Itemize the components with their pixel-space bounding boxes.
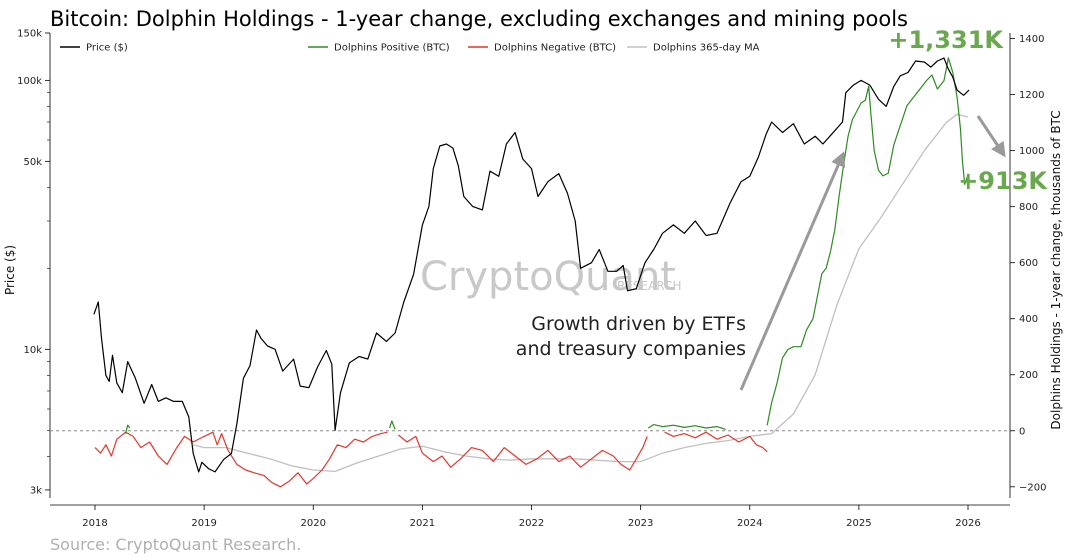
right-axis-label: Dolphins Holdings - 1-year change, thous… bbox=[1049, 110, 1063, 429]
right-tick-label: 1400 bbox=[1019, 34, 1044, 45]
decline-arrow bbox=[976, 115, 1006, 158]
right-axis-ticks: −200 0 200 400 600 800 1000 1200 1400 bbox=[1010, 34, 1046, 493]
left-tick-label: 150k bbox=[17, 29, 42, 40]
right-tick-label: 1000 bbox=[1019, 146, 1044, 157]
legend-label: Dolphins Negative (BTC) bbox=[494, 43, 616, 54]
x-tick-label: 2026 bbox=[955, 518, 980, 529]
series-dolphins-negative-btc-2018 bbox=[94, 431, 388, 488]
x-tick-label: 2024 bbox=[737, 518, 762, 529]
left-axis-ticks: 3k 10k 50k 100k 150k bbox=[17, 29, 50, 496]
series-dolphins-negative-btc-2020-2023 bbox=[398, 434, 648, 471]
right-tick-label: 400 bbox=[1019, 314, 1038, 325]
x-tick-label: 2025 bbox=[846, 518, 871, 529]
series-dolphins-365-day-ma bbox=[193, 113, 969, 473]
x-tick-label: 2023 bbox=[628, 518, 653, 529]
growth-annotation-line: Growth driven by ETFs bbox=[531, 313, 746, 335]
x-tick-label: 2018 bbox=[82, 518, 107, 529]
series-dolphins-positive-btc-2024-2026 bbox=[766, 57, 969, 426]
x-tick-label: 2019 bbox=[191, 518, 216, 529]
x-axis-ticks: 2018 2019 2020 2021 2022 2023 2024 2025 2026 bbox=[82, 505, 981, 529]
left-tick-label: 3k bbox=[30, 485, 42, 496]
left-axis-label: Price ($) bbox=[3, 245, 17, 295]
right-tick-label: 800 bbox=[1019, 202, 1038, 213]
right-tick-label: 0 bbox=[1019, 426, 1025, 437]
legend-label: Dolphins 365-day MA bbox=[653, 43, 760, 54]
growth-annotation-line: and treasury companies bbox=[516, 338, 746, 360]
current-value-label: +913K bbox=[958, 167, 1048, 195]
left-tick-label: 100k bbox=[17, 76, 42, 87]
series-price bbox=[93, 57, 970, 473]
source-note: Source: CryptoQuant Research. bbox=[50, 535, 301, 554]
x-tick-label: 2021 bbox=[410, 518, 435, 529]
chart-legend: Price ($) Dolphins Positive (BTC) Dolphins… bbox=[60, 43, 760, 54]
series-dolphins-positive-btc-2018 bbox=[125, 424, 131, 434]
right-tick-label: 200 bbox=[1019, 370, 1038, 381]
series-dolphins-negative-btc-2023-2024 bbox=[664, 431, 768, 453]
watermark-text: CryptoQuant bbox=[420, 254, 676, 300]
peak-value-label: +1,331K bbox=[888, 26, 1004, 54]
series-dolphins-positive-btc-2020 bbox=[389, 420, 396, 430]
chart-annotations: Growth driven by ETFs and treasury compan… bbox=[516, 26, 1048, 391]
right-tick-label: 600 bbox=[1019, 258, 1038, 269]
x-tick-label: 2022 bbox=[519, 518, 544, 529]
chart-title: Bitcoin: Dolphin Holdings - 1-year chang… bbox=[50, 7, 908, 31]
chart-series bbox=[93, 57, 970, 488]
growth-arrow bbox=[739, 151, 846, 391]
series-dolphins-positive-btc-2023 bbox=[647, 424, 726, 430]
x-tick-label: 2020 bbox=[301, 518, 326, 529]
right-tick-label: 1200 bbox=[1019, 90, 1044, 101]
legend-label: Price ($) bbox=[86, 43, 128, 54]
right-tick-label: −200 bbox=[1019, 482, 1046, 493]
left-tick-label: 10k bbox=[23, 345, 42, 356]
legend-label: Dolphins Positive (BTC) bbox=[334, 43, 450, 54]
left-tick-label: 50k bbox=[23, 157, 42, 168]
